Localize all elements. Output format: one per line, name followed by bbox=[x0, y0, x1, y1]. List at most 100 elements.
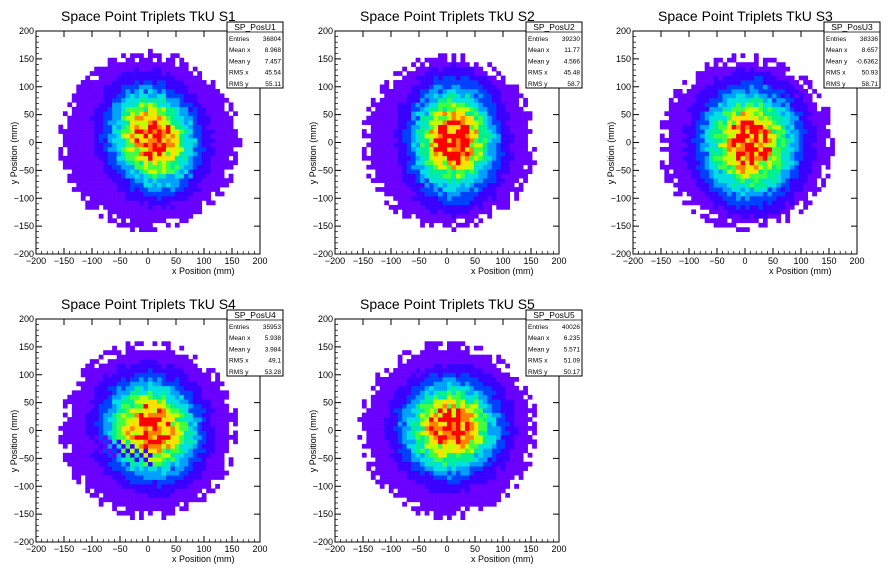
heatmap-cell bbox=[677, 93, 683, 99]
heatmap-cell bbox=[139, 97, 144, 103]
heatmap-cell bbox=[487, 138, 493, 143]
heatmap-cell bbox=[210, 124, 216, 130]
heatmap-cell bbox=[704, 75, 710, 81]
heatmap-cell bbox=[758, 93, 764, 99]
heatmap-cell bbox=[798, 169, 804, 175]
heatmap-cell bbox=[491, 129, 497, 134]
heatmap-cell bbox=[183, 434, 189, 440]
heatmap-cell bbox=[125, 120, 131, 125]
heatmap-cell bbox=[224, 430, 229, 436]
heatmap-cell bbox=[388, 115, 394, 121]
heatmap-cell bbox=[148, 452, 153, 458]
heatmap-cell bbox=[215, 466, 220, 471]
heatmap-cell bbox=[139, 146, 144, 152]
heatmap-cell bbox=[107, 417, 113, 422]
heatmap-cell bbox=[415, 115, 421, 121]
heatmap-cell bbox=[98, 443, 104, 449]
y-tick-label: −200 bbox=[611, 249, 631, 259]
heatmap-cell bbox=[478, 124, 484, 130]
heatmap-cell bbox=[170, 88, 176, 94]
heatmap-cell bbox=[201, 102, 207, 108]
heatmap-cell bbox=[188, 169, 194, 175]
heatmap-cell bbox=[174, 142, 180, 148]
heatmap-cell bbox=[464, 213, 470, 219]
heatmap-cell bbox=[62, 434, 68, 440]
heatmap-cell bbox=[789, 97, 795, 103]
heatmap-cell bbox=[789, 138, 795, 143]
heatmap-cell bbox=[438, 200, 443, 206]
heatmap-cell bbox=[148, 75, 153, 81]
heatmap-cell bbox=[469, 133, 475, 139]
heatmap-cell bbox=[397, 173, 403, 179]
heatmap-cell bbox=[731, 75, 737, 81]
heatmap-cell bbox=[197, 75, 203, 81]
heatmap-cell bbox=[722, 213, 728, 219]
heatmap-cell bbox=[442, 151, 448, 157]
heatmap-cell bbox=[375, 138, 381, 143]
heatmap-cell bbox=[161, 102, 167, 108]
heatmap-cell bbox=[112, 75, 117, 81]
heatmap-cell bbox=[740, 173, 746, 179]
heatmap-cell bbox=[429, 138, 434, 143]
heatmap-cell bbox=[148, 196, 153, 201]
heatmap-cell bbox=[161, 106, 167, 112]
heatmap-cell bbox=[98, 421, 104, 427]
heatmap-cell bbox=[139, 426, 144, 431]
heatmap-cell bbox=[393, 187, 399, 192]
heatmap-cell bbox=[718, 222, 723, 228]
heatmap-cell bbox=[429, 213, 434, 219]
heatmap-cell bbox=[116, 430, 122, 436]
heatmap-cell bbox=[215, 173, 220, 179]
heatmap-cell bbox=[776, 88, 782, 94]
heatmap-cell bbox=[130, 376, 135, 382]
heatmap-cell bbox=[718, 88, 723, 94]
heatmap-cell bbox=[71, 97, 77, 103]
heatmap-cell bbox=[518, 115, 524, 121]
heatmap-cell bbox=[424, 80, 430, 85]
heatmap-cell bbox=[388, 169, 394, 175]
heatmap-cell bbox=[143, 403, 149, 409]
heatmap-cell bbox=[112, 97, 117, 103]
heatmap-cell bbox=[139, 350, 144, 355]
heatmap-cell bbox=[433, 178, 439, 183]
heatmap-cell bbox=[139, 62, 144, 67]
heatmap-cell bbox=[183, 84, 189, 90]
heatmap-cell bbox=[165, 448, 171, 454]
heatmap-cell bbox=[451, 71, 457, 76]
heatmap-cell bbox=[722, 178, 728, 183]
heatmap-cell bbox=[794, 187, 800, 192]
heatmap-cell bbox=[704, 97, 710, 103]
heatmap-cell bbox=[143, 182, 149, 188]
heatmap-cell bbox=[825, 111, 831, 117]
heatmap-cell bbox=[402, 146, 407, 152]
heatmap-cell bbox=[776, 204, 782, 210]
heatmap-cell bbox=[812, 120, 817, 125]
heatmap-cell bbox=[740, 200, 746, 206]
heatmap-cell bbox=[143, 218, 149, 224]
heatmap-cell bbox=[139, 443, 144, 449]
heatmap-cell bbox=[736, 204, 741, 210]
heatmap-cell bbox=[174, 196, 180, 201]
heatmap-cell bbox=[518, 155, 524, 161]
heatmap-cell bbox=[415, 111, 421, 117]
heatmap-cell bbox=[152, 75, 158, 81]
heatmap-cell bbox=[713, 164, 719, 170]
heatmap-cell bbox=[433, 182, 439, 188]
heatmap-cell bbox=[424, 75, 430, 81]
heatmap-cell bbox=[821, 133, 826, 139]
heatmap-cell bbox=[170, 363, 176, 369]
heatmap-cell bbox=[816, 151, 822, 157]
heatmap-cell bbox=[718, 182, 723, 188]
heatmap-cell bbox=[402, 111, 407, 117]
heatmap-cell bbox=[807, 138, 813, 143]
heatmap-cell bbox=[753, 66, 759, 72]
heatmap-cell bbox=[148, 191, 153, 197]
heatmap-cell bbox=[469, 191, 475, 197]
heatmap-cell bbox=[121, 138, 126, 143]
x-axis-label: x Position (mm) bbox=[769, 266, 832, 276]
heatmap-cell bbox=[686, 200, 692, 206]
heatmap-cell bbox=[170, 146, 176, 152]
heatmap-cell bbox=[780, 133, 786, 139]
heatmap-cell bbox=[673, 151, 679, 157]
heatmap-cell bbox=[415, 160, 421, 166]
